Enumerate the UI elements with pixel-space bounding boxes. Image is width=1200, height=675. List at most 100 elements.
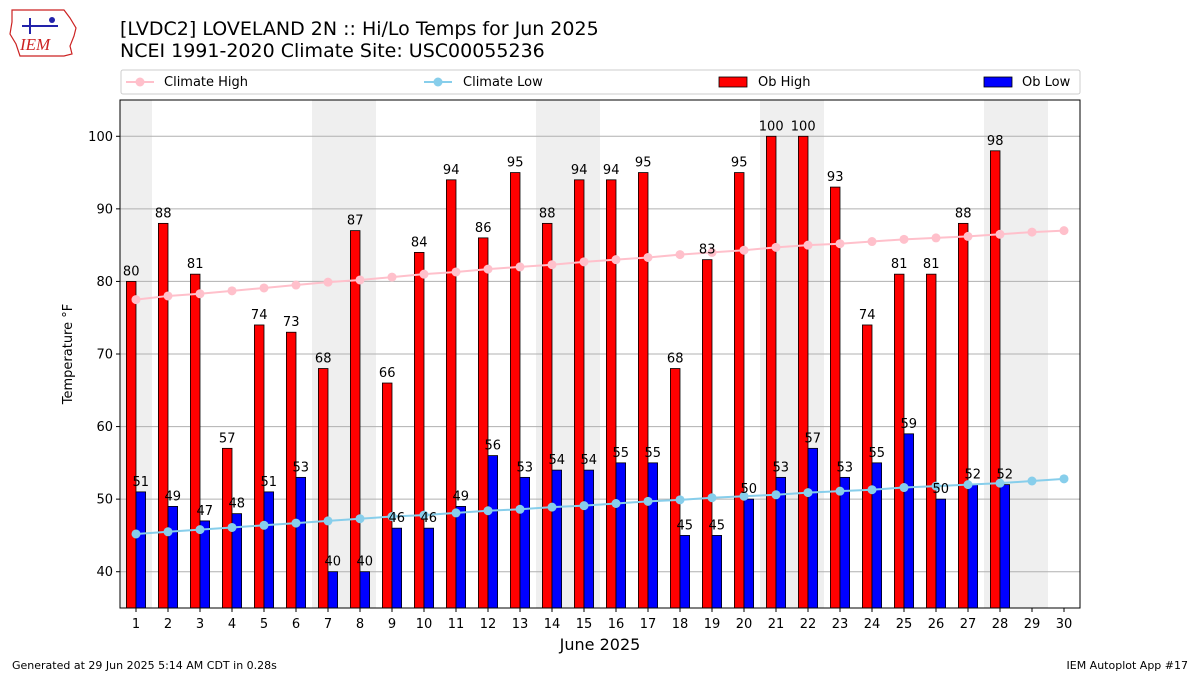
ob-high-bar-26 [926,273,937,609]
climate-high-point-29 [1027,227,1037,237]
iowa-outline-icon [9,9,77,57]
ob-low-bar-1 [135,491,147,609]
climate-low-point-1 [131,529,141,539]
gridlines [120,135,1080,573]
ob-low-bar-12 [487,455,499,609]
climate-low-point-12 [483,506,493,516]
ob-high-label-24: 74 [859,308,876,323]
x-tick-label-10: 10 [416,617,433,632]
x-tick-label-28: 28 [992,617,1009,632]
footer-app: IEM Autoplot App #17 [1067,659,1189,672]
ob-high-label-1: 80 [123,264,140,279]
y-tick-label-100: 100 [88,130,113,145]
ob-low-bar-7 [327,571,339,609]
chart-title: [LVDC2] LOVELAND 2N :: Hi/Lo Temps for J… [120,18,599,40]
climate-low-point-5 [259,520,269,530]
ob-high-bar-27 [958,222,969,609]
ob-high-bar-18 [670,368,681,609]
climate-low-point-15 [579,501,589,511]
ob-high-label-8: 87 [347,214,364,229]
climate-low-point-23 [835,486,845,496]
ob-high-label-19: 83 [699,243,716,258]
climate-high-point-16 [611,255,621,265]
climate-low-point-11 [451,508,461,518]
ob-low-bar-16 [615,462,627,609]
ob-low-label-23: 53 [837,460,854,475]
climate-low-point-7 [323,516,333,526]
climate-high-line [135,229,1065,301]
ob-high-label-3: 81 [187,257,204,272]
ob-high-bar-11 [445,179,457,609]
climate-low-point-22 [803,488,813,498]
ob-low-label-22: 57 [805,431,822,446]
ob-high-label-16: 94 [603,163,620,178]
climate-low-point-8 [355,514,365,524]
climate-high-point-22 [803,240,813,250]
climate-high-point-10 [419,269,429,279]
climate-high-point-17 [643,252,653,262]
ob-low-bar-28 [999,484,1011,609]
climate-low-point-26 [931,481,941,491]
x-axis-label: June 2025 [559,635,641,654]
ob-low-label-24: 55 [869,446,886,461]
ob-high-bar-3 [189,273,201,609]
climate-low-point-21 [771,490,781,500]
x-tick-label-20: 20 [736,617,753,632]
x-tick-label-3: 3 [196,617,204,632]
climate-high-point-11 [451,267,461,277]
ob-low-label-19: 45 [709,518,726,533]
legend-climate-high-label: Climate High [164,75,248,90]
climate-low-point-19 [707,493,717,503]
footer-generated: Generated at 29 Jun 2025 5:14 AM CDT in … [12,659,277,672]
climate-high-point-9 [387,272,397,282]
climate-low-point-16 [611,498,621,508]
climate-high-point-20 [739,245,749,255]
climate-high-point-13 [515,262,525,272]
ob-high-label-15: 94 [571,163,588,178]
climate-high-point-5 [259,283,269,293]
ob-low-bar-9 [391,527,403,609]
ob-high-label-26: 81 [923,257,940,272]
x-tick-label-21: 21 [768,617,785,632]
anemometer-icon [49,17,55,23]
ob-high-bar-5 [253,324,265,609]
x-tick-label-1: 1 [132,617,140,632]
chart-subtitle: NCEI 1991-2020 Climate Site: USC00055236 [120,40,545,62]
ob-low-bar-8 [359,571,371,609]
ob-high-bar-2 [157,222,169,609]
ob-low-label-6: 53 [293,460,310,475]
ob-low-label-20: 50 [741,482,758,497]
ob-low-label-27: 52 [965,468,982,483]
climate-low-point-27 [963,480,973,490]
ob-low-bar-5 [263,491,275,609]
legend-climate-low-marker [433,77,443,87]
ob-high-bar-19 [702,259,713,609]
ob-low-label-14: 54 [549,453,566,468]
ob-low-label-3: 47 [197,504,214,519]
climate-lines [131,226,1069,539]
ob-low-bar-10 [423,527,435,609]
climate-high-point-14 [547,260,557,270]
ob-low-label-26: 50 [933,482,950,497]
y-tick-label-70: 70 [96,348,113,363]
climate-high-point-4 [227,286,237,296]
ob-high-label-14: 88 [539,206,556,221]
x-tick-label-7: 7 [324,617,332,632]
climate-low-point-4 [227,522,237,532]
ob-high-bar-21 [766,135,777,609]
climate-low-point-24 [867,485,877,495]
ob-low-label-13: 53 [517,460,534,475]
ob-high-label-12: 86 [475,221,492,236]
ob-high-label-10: 84 [411,235,428,250]
ob-low-label-17: 55 [645,446,662,461]
x-tick-label-16: 16 [608,617,625,632]
climate-low-point-30 [1059,474,1069,484]
x-tick-label-25: 25 [896,617,913,632]
x-tick-label-15: 15 [576,617,593,632]
legend-frame [120,69,1081,95]
ob-high-label-4: 57 [219,431,236,446]
climate-low-point-13 [515,504,525,514]
climate-low-point-9 [387,512,397,522]
y-tick-label-60: 60 [96,420,113,435]
ob-high-label-28: 98 [987,134,1004,149]
